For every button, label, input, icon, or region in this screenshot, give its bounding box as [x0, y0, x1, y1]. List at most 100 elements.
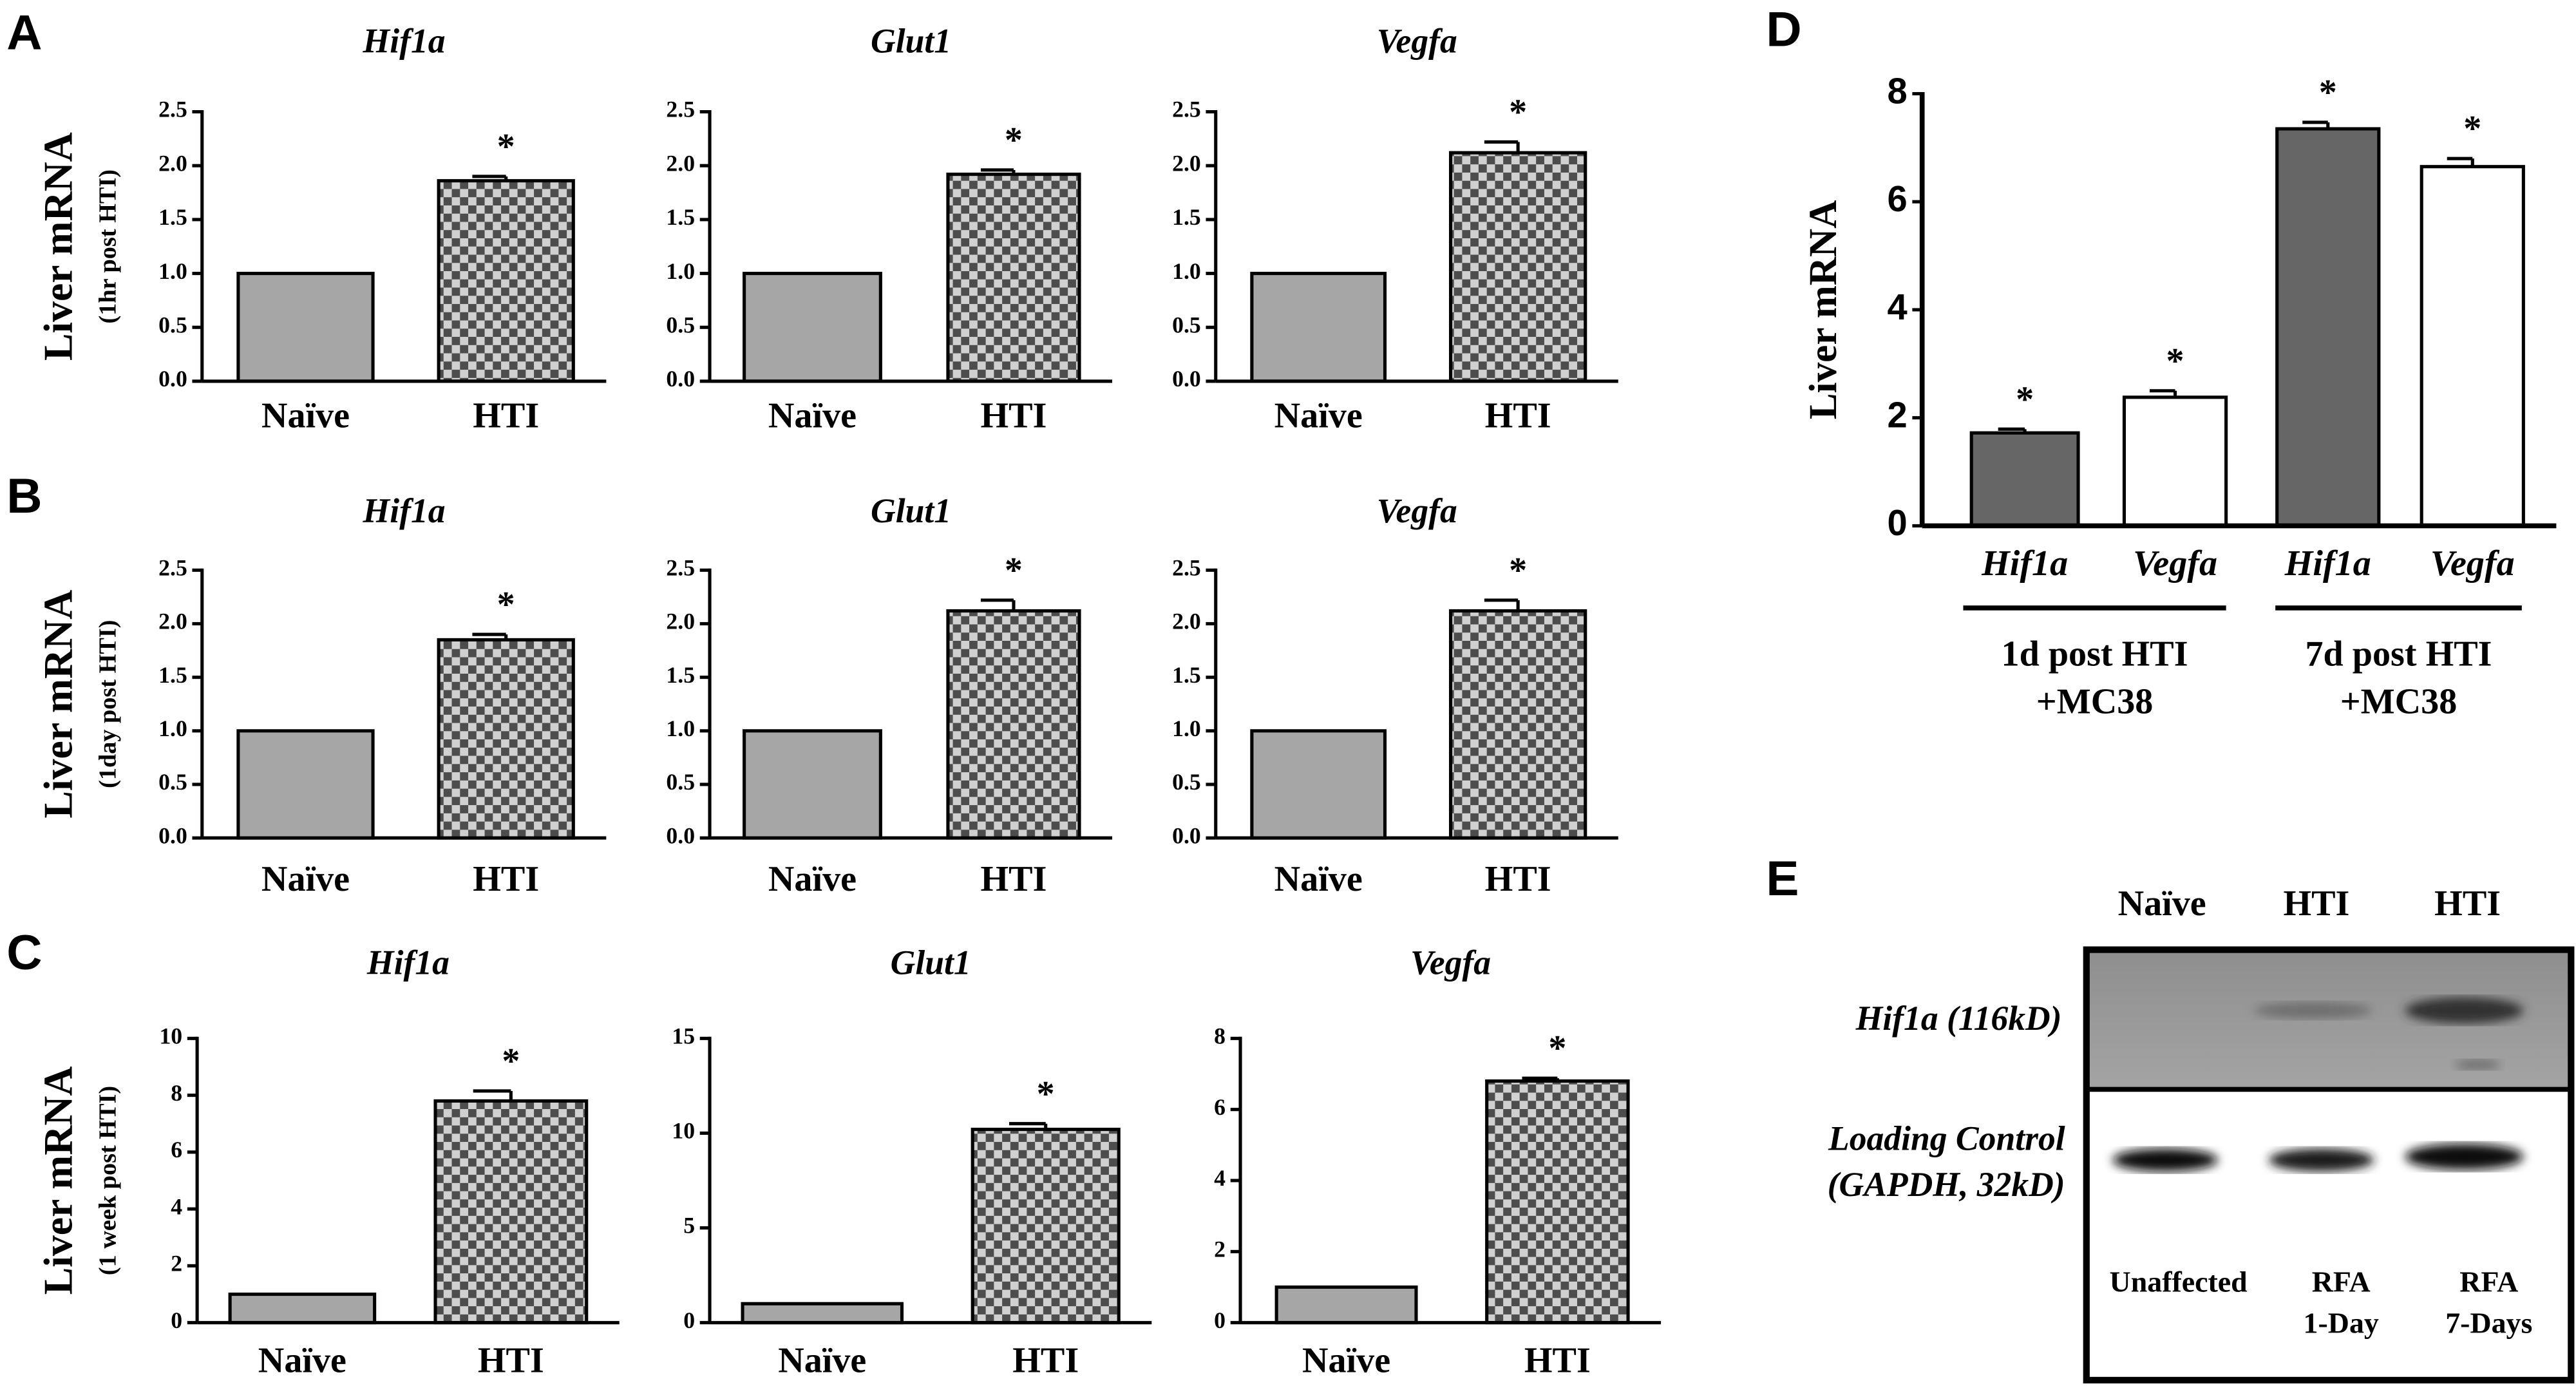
y-axis-sublabel: (1hr post HTI): [95, 169, 122, 323]
error-bar: [980, 168, 1016, 175]
x-tick-label: HTI: [1485, 395, 1551, 435]
blot-column: HTI: [2283, 884, 2349, 924]
y-tick-label: 0.0: [158, 822, 187, 848]
y-tick-label: 0: [1214, 1307, 1226, 1333]
x-tick-label: Naïve: [1274, 395, 1363, 435]
y-tick-label: 2.5: [666, 97, 695, 122]
band: [2405, 1143, 2524, 1170]
y-axis-label: Liver mRNA: [35, 1067, 81, 1295]
error-bar: [472, 632, 508, 640]
y-tick-label: 2.0: [158, 609, 187, 634]
x-tick-label: Naïve: [1274, 859, 1363, 899]
y-tick-label: 0: [1888, 502, 1908, 543]
x-tick-label: Hif1a: [1981, 544, 2068, 584]
blot-row: (GAPDH, 32kD): [1828, 1165, 2065, 1204]
x-tick-label: Naïve: [258, 1340, 346, 1380]
blot-frame: [2083, 946, 2575, 1384]
y-tick-label: 0.0: [1172, 822, 1201, 848]
chart-title: Glut1: [871, 491, 951, 530]
y-axis-label: Liver mRNA: [35, 132, 81, 361]
error-bar: [1998, 427, 2027, 433]
bar: [743, 729, 882, 840]
y-tick-label: 2: [171, 1251, 182, 1276]
y-tick-label: 2.0: [158, 150, 187, 176]
y-tick-label: 1.0: [1172, 258, 1201, 284]
y-axis-sublabel: (1 week post HTI): [95, 1086, 122, 1275]
bar: [946, 609, 1081, 840]
y-tick-label: 10: [672, 1118, 695, 1144]
panel-label: E: [1766, 851, 1799, 906]
y-tick-label: 0: [171, 1307, 182, 1333]
y-tick-label: 1.5: [1172, 662, 1201, 688]
y-tick-label: 6: [171, 1137, 182, 1162]
y-tick-label: 15: [672, 1023, 695, 1049]
x-tick-label: Naïve: [778, 1340, 866, 1380]
y-tick-label: 2.0: [1172, 150, 1201, 176]
x-tick-label: Hif1a: [2284, 544, 2371, 584]
group-label: 1d post HTI: [2002, 634, 2188, 674]
y-tick-label: 0.5: [158, 312, 187, 337]
band: [2112, 1148, 2218, 1172]
panel-label: A: [6, 5, 42, 60]
bar: [236, 729, 375, 840]
bar: [437, 179, 575, 383]
y-tick-label: 0.0: [1172, 366, 1201, 392]
y-tick-label: 1.5: [666, 662, 695, 688]
y-tick-label: 2: [1214, 1237, 1226, 1262]
y-tick-label: 1.0: [158, 258, 187, 284]
error-bar: [2447, 157, 2474, 167]
blot-column: Naïve: [2118, 884, 2206, 924]
panel-label: D: [1766, 2, 1801, 57]
bar: [741, 1302, 904, 1325]
significance-mark: *: [1509, 92, 1527, 132]
group-label: +MC38: [2036, 681, 2154, 721]
lane-label: RFA: [2459, 1266, 2518, 1298]
y-tick-label: 0.5: [1172, 769, 1201, 795]
bar: [236, 272, 375, 383]
x-tick-label: HTI: [1012, 1340, 1079, 1380]
significance-mark: *: [1548, 1029, 1566, 1068]
x-tick-label: Naïve: [768, 859, 857, 899]
y-tick-label: 1.5: [666, 204, 695, 230]
y-tick-label: 2.0: [666, 150, 695, 176]
error-bar: [2302, 120, 2330, 129]
western-blot: Naïve HTI HTI Hif1a (116kD) Loading Cont…: [1828, 884, 2575, 1384]
bar: [228, 1292, 377, 1325]
error-bar: [1484, 598, 1520, 611]
band: [2405, 997, 2524, 1024]
bar: [971, 1128, 1121, 1325]
y-tick-label: 1.0: [666, 258, 695, 284]
band: [2254, 1002, 2372, 1019]
chart-title: Glut1: [891, 943, 971, 982]
significance-mark: *: [1037, 1074, 1055, 1114]
error-bar: [2150, 389, 2177, 397]
significance-mark: *: [1005, 120, 1023, 160]
y-tick-label: 4: [1214, 1165, 1226, 1191]
bar: [1250, 729, 1387, 840]
bar: [2420, 165, 2525, 527]
x-tick-label: Naïve: [1302, 1340, 1390, 1380]
y-tick-label: 8: [171, 1080, 182, 1106]
chart-title: Vegfa: [1377, 491, 1457, 530]
x-tick-label: HTI: [981, 859, 1047, 899]
y-tick-label: 0.0: [158, 366, 187, 392]
y-tick-label: 0.5: [666, 312, 695, 337]
y-tick-label: 10: [159, 1023, 182, 1049]
bar: [1448, 151, 1587, 383]
bar: [437, 638, 575, 840]
blot-row: Loading Control: [1828, 1119, 2065, 1157]
significance-mark: *: [2166, 341, 2184, 381]
y-tick-label: 0.0: [666, 366, 695, 392]
x-tick-label: Vegfa: [2430, 544, 2515, 584]
y-tick-label: 1.5: [158, 204, 187, 230]
y-tick-label: 4: [171, 1193, 182, 1219]
significance-mark: *: [497, 585, 515, 625]
bar: [946, 173, 1081, 383]
blot-row: Hif1a (116kD): [1855, 999, 2062, 1038]
bar: [2122, 395, 2228, 527]
blot-bottom: [2086, 1089, 2571, 1380]
bar: [1969, 431, 2080, 527]
blot-column: HTI: [2434, 884, 2501, 924]
significance-mark: *: [1509, 551, 1527, 591]
